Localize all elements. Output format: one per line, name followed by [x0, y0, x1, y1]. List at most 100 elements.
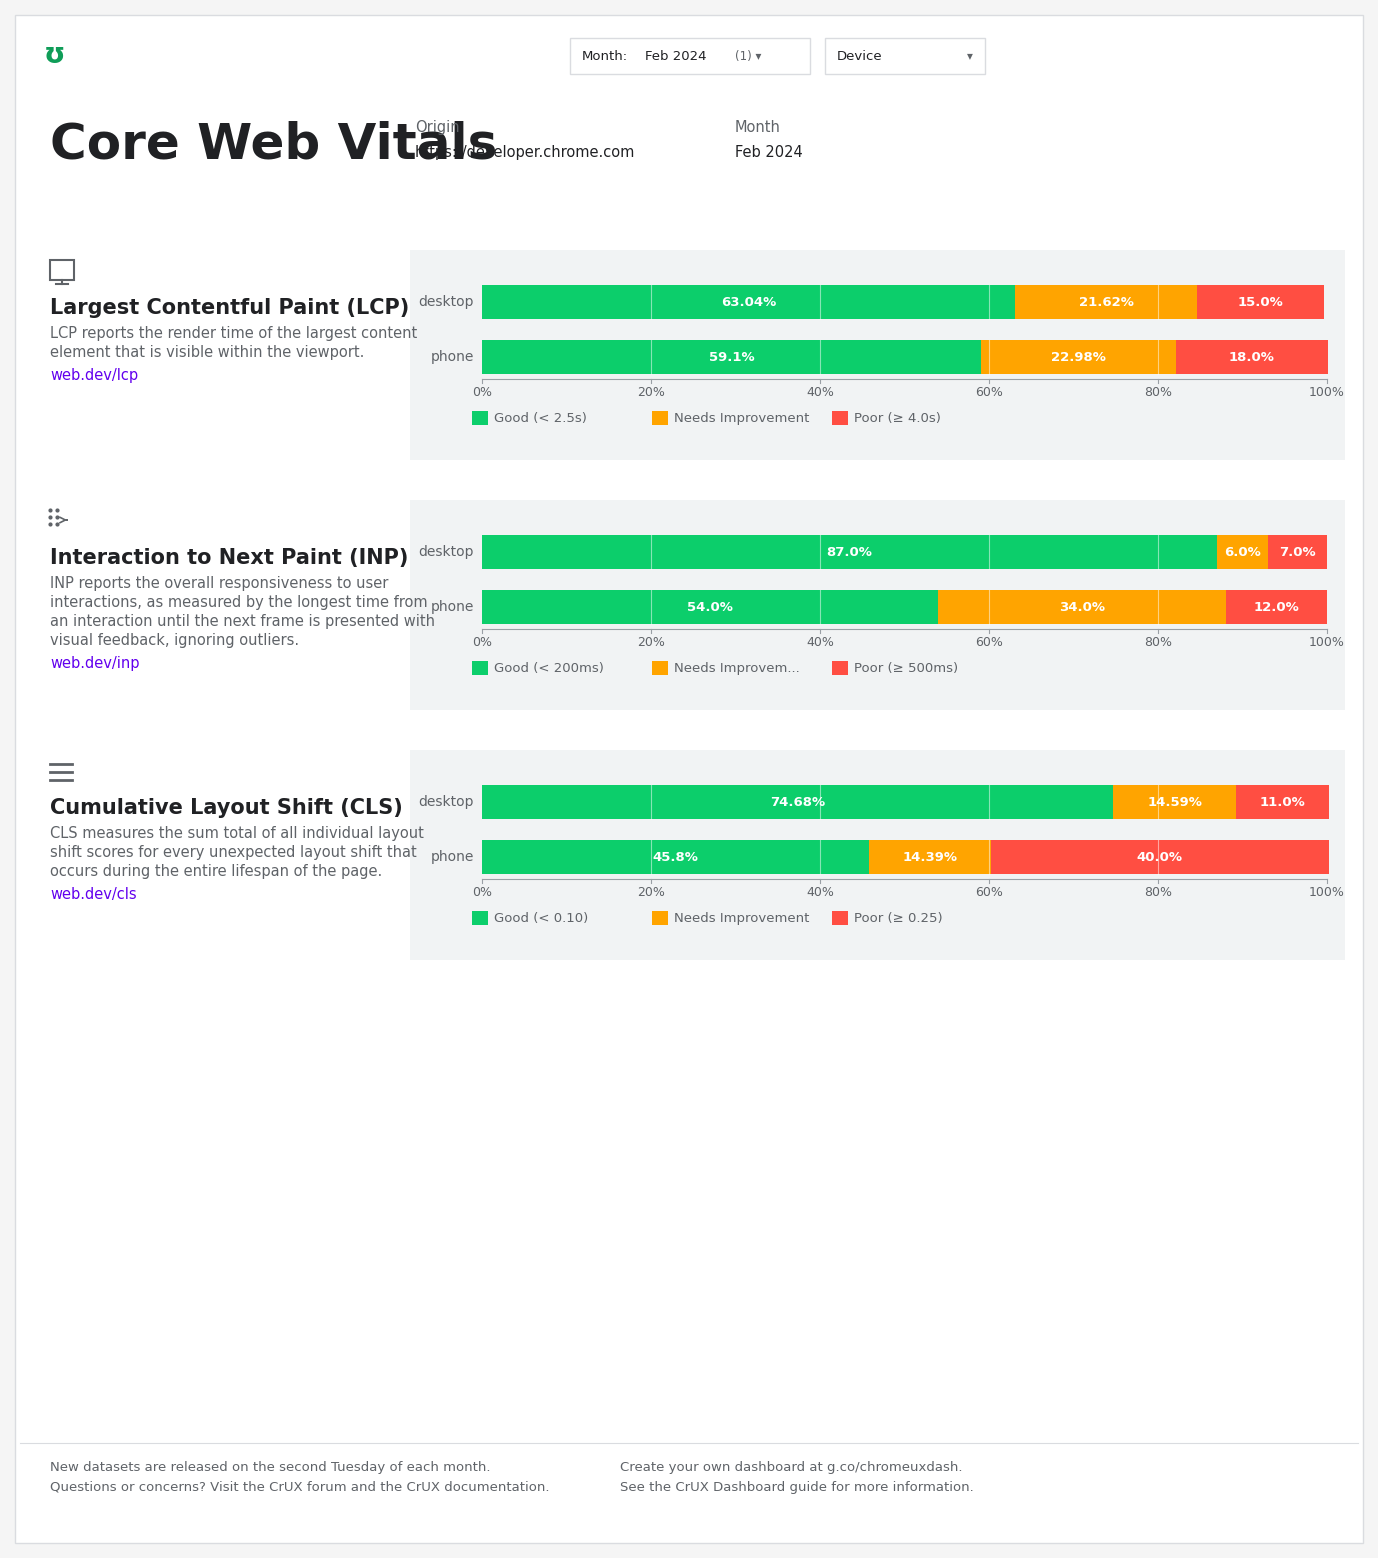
Text: interactions, as measured by the longest time from: interactions, as measured by the longest…: [50, 595, 427, 611]
Text: Create your own dashboard at g.co/chromeuxdash.: Create your own dashboard at g.co/chrome…: [620, 1461, 962, 1474]
Text: Poor (≥ 500ms): Poor (≥ 500ms): [854, 662, 958, 675]
Text: New datasets are released on the second Tuesday of each month.: New datasets are released on the second …: [50, 1461, 491, 1474]
Text: ʊ: ʊ: [44, 41, 66, 69]
Text: 6.0%: 6.0%: [1224, 545, 1261, 558]
Text: 100%: 100%: [1309, 636, 1345, 650]
Text: 20%: 20%: [637, 636, 666, 650]
Text: Feb 2024: Feb 2024: [645, 50, 707, 62]
Bar: [482, 285, 1014, 319]
Bar: [411, 749, 1345, 960]
Text: 45.8%: 45.8%: [653, 851, 699, 863]
Text: INP reports the overall responsiveness to user: INP reports the overall responsiveness t…: [50, 576, 389, 590]
Text: phone: phone: [430, 851, 474, 865]
Text: See the CrUX Dashboard guide for more information.: See the CrUX Dashboard guide for more in…: [620, 1482, 974, 1494]
Text: 74.68%: 74.68%: [770, 796, 825, 809]
Bar: [482, 590, 938, 625]
Text: Questions or concerns? Visit the CrUX forum and the CrUX documentation.: Questions or concerns? Visit the CrUX fo…: [50, 1482, 550, 1494]
Bar: [652, 661, 668, 675]
Text: ▾: ▾: [967, 50, 973, 62]
Text: 34.0%: 34.0%: [1058, 600, 1105, 614]
Text: desktop: desktop: [419, 795, 474, 809]
Bar: [832, 411, 847, 425]
Text: 14.39%: 14.39%: [903, 851, 958, 863]
Text: 7.0%: 7.0%: [1279, 545, 1316, 558]
Bar: [411, 249, 1345, 460]
Text: 0%: 0%: [473, 636, 492, 650]
Text: Core Web Vitals: Core Web Vitals: [50, 120, 497, 168]
Bar: [482, 840, 870, 874]
Bar: [1225, 590, 1327, 625]
Text: 80%: 80%: [1144, 636, 1173, 650]
Text: Largest Contentful Paint (LCP): Largest Contentful Paint (LCP): [50, 298, 409, 318]
Text: phone: phone: [430, 351, 474, 365]
Text: 40.0%: 40.0%: [1137, 851, 1182, 863]
Text: an interaction until the next frame is presented with: an interaction until the next frame is p…: [50, 614, 435, 629]
Text: 40%: 40%: [806, 887, 834, 899]
Bar: [652, 411, 668, 425]
Bar: [1014, 285, 1197, 319]
Text: Good (< 0.10): Good (< 0.10): [493, 911, 588, 924]
Bar: [991, 840, 1328, 874]
Bar: [981, 340, 1175, 374]
Text: 20%: 20%: [637, 386, 666, 399]
Text: Needs Improvem...: Needs Improvem...: [674, 662, 799, 675]
Bar: [938, 590, 1225, 625]
Bar: [482, 785, 1113, 820]
Bar: [411, 500, 1345, 710]
Text: 60%: 60%: [976, 386, 1003, 399]
Text: 100%: 100%: [1309, 386, 1345, 399]
Text: CLS measures the sum total of all individual layout: CLS measures the sum total of all indivi…: [50, 826, 424, 841]
Text: Needs Improvement: Needs Improvement: [674, 411, 809, 424]
Text: 14.59%: 14.59%: [1148, 796, 1202, 809]
Text: Needs Improvement: Needs Improvement: [674, 911, 809, 924]
Bar: [825, 37, 985, 73]
Text: web.dev/cls: web.dev/cls: [50, 887, 136, 902]
Text: phone: phone: [430, 600, 474, 614]
Text: element that is visible within the viewport.: element that is visible within the viewp…: [50, 344, 364, 360]
Text: 15.0%: 15.0%: [1237, 296, 1284, 308]
Text: 18.0%: 18.0%: [1229, 351, 1275, 363]
Text: Month: Month: [734, 120, 781, 136]
Text: 0%: 0%: [473, 386, 492, 399]
Text: (1) ▾: (1) ▾: [734, 50, 762, 62]
Bar: [482, 340, 981, 374]
Text: 60%: 60%: [976, 636, 1003, 650]
Text: desktop: desktop: [419, 294, 474, 308]
Bar: [473, 411, 488, 425]
Text: 0%: 0%: [473, 887, 492, 899]
Text: Device: Device: [836, 50, 883, 62]
Text: Origin: Origin: [415, 120, 460, 136]
Text: LCP reports the render time of the largest content: LCP reports the render time of the large…: [50, 326, 418, 341]
Text: Good (< 200ms): Good (< 200ms): [493, 662, 604, 675]
Bar: [1268, 534, 1327, 569]
Text: 80%: 80%: [1144, 887, 1173, 899]
Text: 100%: 100%: [1309, 887, 1345, 899]
Bar: [652, 911, 668, 925]
Text: desktop: desktop: [419, 545, 474, 559]
Text: shift scores for every unexpected layout shift that: shift scores for every unexpected layout…: [50, 844, 416, 860]
Bar: [1197, 285, 1324, 319]
Bar: [870, 840, 991, 874]
Text: Month:: Month:: [582, 50, 628, 62]
Bar: [473, 661, 488, 675]
Text: Poor (≥ 4.0s): Poor (≥ 4.0s): [854, 411, 941, 424]
Text: 80%: 80%: [1144, 386, 1173, 399]
Bar: [1175, 340, 1327, 374]
Text: 20%: 20%: [637, 887, 666, 899]
Text: 60%: 60%: [976, 887, 1003, 899]
Text: 12.0%: 12.0%: [1254, 600, 1299, 614]
Text: occurs during the entire lifespan of the page.: occurs during the entire lifespan of the…: [50, 865, 382, 879]
Text: Poor (≥ 0.25): Poor (≥ 0.25): [854, 911, 943, 924]
Text: web.dev/lcp: web.dev/lcp: [50, 368, 138, 383]
Text: Good (< 2.5s): Good (< 2.5s): [493, 411, 587, 424]
Text: Feb 2024: Feb 2024: [734, 145, 803, 160]
Text: 40%: 40%: [806, 636, 834, 650]
Bar: [1217, 534, 1268, 569]
Bar: [832, 911, 847, 925]
Text: https://developer.chrome.com: https://developer.chrome.com: [415, 145, 635, 160]
Bar: [482, 534, 1217, 569]
Text: visual feedback, ignoring outliers.: visual feedback, ignoring outliers.: [50, 633, 299, 648]
Bar: [1236, 785, 1330, 820]
Text: 63.04%: 63.04%: [721, 296, 776, 308]
Text: 59.1%: 59.1%: [708, 351, 755, 363]
